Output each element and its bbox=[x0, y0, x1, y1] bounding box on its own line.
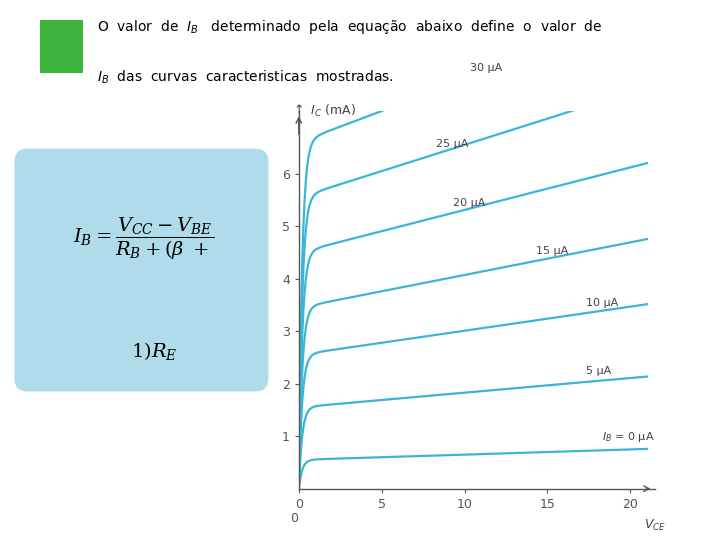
Text: $I_B$  das  curvas  caracteristicas  mostradas.: $I_B$ das curvas caracteristicas mostrad… bbox=[97, 69, 394, 86]
Text: 15 μA: 15 μA bbox=[536, 246, 568, 255]
Text: O  valor  de  $I_B$   determinado  pela  equação  abaixo  define  o  valor  de: O valor de $I_B$ determinado pela equaçã… bbox=[97, 18, 603, 36]
Text: 0: 0 bbox=[290, 512, 298, 525]
Text: $1)R_E$: $1)R_E$ bbox=[131, 340, 178, 362]
FancyBboxPatch shape bbox=[40, 20, 83, 73]
FancyBboxPatch shape bbox=[14, 148, 269, 392]
Text: 30 μA: 30 μA bbox=[469, 63, 502, 73]
Text: 25 μA: 25 μA bbox=[436, 139, 469, 149]
Text: $V_{CE}$: $V_{CE}$ bbox=[644, 517, 666, 532]
Text: $\uparrow$ $I_C$ (mA): $\uparrow$ $I_C$ (mA) bbox=[290, 103, 356, 119]
Text: $I_B = \dfrac{V_{CC} - V_{BE}}{R_B + (\beta\ +}$: $I_B = \dfrac{V_{CC} - V_{BE}}{R_B + (\b… bbox=[73, 216, 215, 262]
Text: $I_B$ = 0 μA: $I_B$ = 0 μA bbox=[602, 430, 654, 444]
Text: 20 μA: 20 μA bbox=[453, 198, 485, 208]
Text: 10 μA: 10 μA bbox=[585, 298, 618, 308]
Text: 5 μA: 5 μA bbox=[585, 366, 611, 376]
